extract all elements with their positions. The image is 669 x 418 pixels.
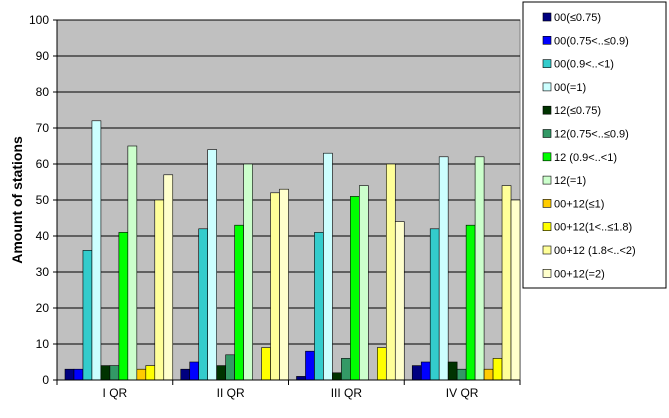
bar bbox=[483, 368, 494, 381]
y-tick-label: 100 bbox=[29, 13, 49, 27]
legend-label: 12(≤0.75) bbox=[554, 105, 601, 117]
bar bbox=[420, 361, 431, 381]
bar bbox=[82, 250, 93, 381]
bar bbox=[350, 196, 360, 381]
x-tick-label: IV QR bbox=[446, 386, 479, 400]
bar bbox=[314, 232, 324, 381]
bar bbox=[163, 174, 174, 381]
y-tick-label: 20 bbox=[36, 301, 50, 315]
bar bbox=[118, 232, 129, 381]
bar bbox=[64, 368, 75, 381]
y-tick-label: 40 bbox=[36, 229, 50, 243]
y-tick-label: 50 bbox=[36, 193, 50, 207]
bar bbox=[447, 361, 458, 381]
bar bbox=[279, 188, 289, 381]
bar bbox=[73, 368, 84, 381]
x-tick-label: I QR bbox=[103, 386, 128, 400]
y-tick-label: 90 bbox=[36, 49, 50, 63]
y-tick-label: 60 bbox=[36, 157, 50, 171]
bar bbox=[377, 347, 387, 381]
bar bbox=[100, 365, 111, 381]
y-axis-label: Amount of stations bbox=[9, 136, 25, 264]
legend-label: 12 (0.9<..<1) bbox=[554, 152, 617, 164]
legend-label: 12(0.75<..≤0.9) bbox=[554, 129, 629, 141]
legend-swatch bbox=[542, 105, 552, 115]
legend-label: 00+12 (1.8<..<2) bbox=[554, 245, 636, 257]
bar bbox=[492, 358, 503, 381]
bar bbox=[296, 376, 306, 381]
bar bbox=[243, 163, 253, 381]
legend-swatch bbox=[542, 222, 552, 231]
bar bbox=[465, 224, 476, 381]
bar bbox=[411, 365, 422, 381]
y-tick-label: 70 bbox=[36, 121, 50, 135]
bar bbox=[385, 163, 396, 381]
legend-label: 12(=1) bbox=[554, 175, 586, 187]
bars bbox=[64, 120, 521, 381]
legend-label: 00(0.9<..<1) bbox=[554, 59, 614, 71]
bar bbox=[180, 368, 191, 381]
bar bbox=[270, 192, 280, 381]
bar bbox=[332, 372, 342, 381]
bar bbox=[305, 350, 315, 381]
bar bbox=[91, 120, 102, 381]
bar bbox=[127, 145, 138, 381]
legend-swatch bbox=[542, 268, 552, 278]
legend-swatch bbox=[542, 129, 552, 138]
bar bbox=[261, 347, 271, 381]
legend: 00(≤0.75) 00(0.75<..≤0.9) 00(0.9<..<1) 00(=… bbox=[522, 1, 667, 289]
bar bbox=[359, 185, 369, 381]
legend-label: 00(0.75<..≤0.9) bbox=[554, 35, 629, 47]
y-tick-labels: 0 10 20 30 40 50 60 70 80 90 100 bbox=[29, 13, 57, 387]
bar bbox=[429, 228, 440, 381]
y-tick-label: 0 bbox=[42, 373, 49, 387]
legend-label: 00+12(=2) bbox=[554, 268, 605, 280]
bar bbox=[474, 156, 485, 381]
bar bbox=[154, 199, 165, 381]
bar bbox=[216, 365, 226, 381]
bar bbox=[438, 156, 449, 381]
legend-swatch bbox=[542, 199, 552, 208]
legend-swatch bbox=[542, 82, 552, 92]
bar bbox=[341, 358, 351, 381]
legend-swatch bbox=[542, 245, 552, 255]
bar bbox=[109, 365, 120, 381]
bar bbox=[189, 361, 200, 381]
bar bbox=[394, 221, 405, 381]
legend-swatch bbox=[542, 35, 552, 45]
bar bbox=[510, 199, 521, 381]
y-tick-label: 80 bbox=[36, 85, 50, 99]
bar bbox=[501, 185, 512, 381]
legend-box bbox=[522, 1, 667, 289]
legend-label: 00+12(1<..≤1.8) bbox=[554, 222, 632, 234]
x-tick-labels: I QR II QR III QR IV QR bbox=[56, 380, 521, 400]
bar bbox=[207, 149, 217, 381]
bar bbox=[136, 368, 147, 381]
x-tick-label: III QR bbox=[331, 386, 363, 400]
x-tick-label: II QR bbox=[217, 386, 245, 400]
legend-swatch bbox=[542, 152, 552, 162]
legend-label: 00(≤0.75) bbox=[554, 12, 601, 24]
bar bbox=[323, 152, 333, 381]
legend-swatch bbox=[542, 59, 552, 68]
y-tick-label: 30 bbox=[36, 265, 50, 279]
bar bbox=[456, 368, 467, 381]
legend-swatch bbox=[542, 12, 552, 22]
legend-label: 00+12(≤1) bbox=[554, 198, 604, 210]
legend-label: 00(=1) bbox=[554, 82, 586, 94]
y-tick-label: 10 bbox=[36, 337, 50, 351]
bar bbox=[145, 365, 156, 381]
legend-swatch bbox=[542, 175, 552, 185]
bar bbox=[234, 224, 244, 381]
bar bbox=[225, 354, 235, 381]
bar bbox=[198, 228, 208, 381]
